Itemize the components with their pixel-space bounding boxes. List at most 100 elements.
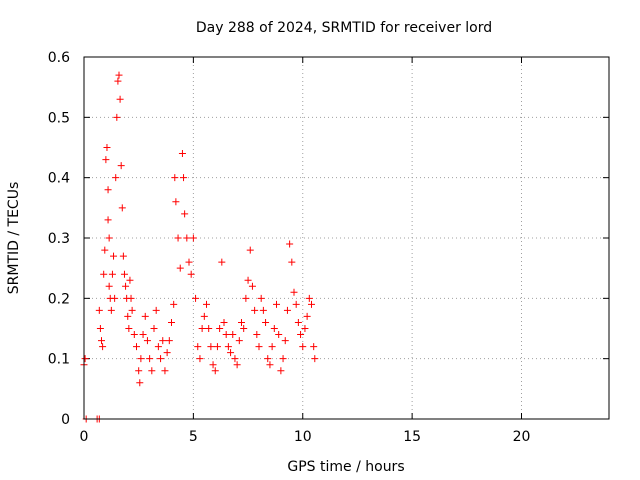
data-point (165, 337, 173, 345)
data-point (115, 71, 123, 79)
data-point (96, 325, 104, 332)
data-point (211, 367, 219, 375)
data-point (136, 379, 144, 387)
data-point (259, 306, 267, 314)
data-point (146, 355, 154, 363)
data-point (244, 276, 252, 284)
data-point (157, 355, 165, 363)
data-point (125, 325, 133, 332)
data-point (105, 234, 113, 242)
data-point (133, 343, 140, 351)
data-point (264, 355, 272, 363)
x-tick-label: 15 (403, 429, 421, 445)
data-point (281, 337, 289, 345)
data-point (277, 367, 285, 375)
data-point (124, 312, 132, 320)
data-point (170, 300, 178, 308)
data-point (235, 337, 243, 345)
data-point (148, 367, 156, 375)
data-point (152, 306, 160, 314)
data-point (257, 294, 265, 302)
data-point (231, 355, 239, 363)
data-point (220, 318, 228, 326)
data-point (108, 270, 116, 278)
data-point (176, 264, 184, 272)
data-point (268, 343, 276, 351)
data-point (114, 77, 122, 85)
data-point (118, 204, 126, 212)
data-point (242, 294, 250, 302)
data-point (174, 234, 182, 242)
data-point (122, 282, 130, 290)
data-point (154, 343, 162, 351)
data-point (107, 306, 115, 314)
data-point (229, 331, 237, 339)
y-tick-label: 0.4 (48, 171, 70, 187)
data-point (110, 252, 118, 260)
data-point (187, 270, 195, 278)
data-point (198, 325, 206, 332)
data-point (299, 343, 307, 351)
data-point (292, 300, 300, 308)
data-point (172, 198, 180, 206)
data-point (104, 216, 112, 224)
data-point (159, 337, 167, 345)
data-point (117, 162, 125, 170)
x-tick-label: 10 (294, 429, 312, 445)
data-point (286, 240, 294, 248)
data-point (120, 270, 128, 278)
data-point (203, 300, 210, 308)
data-point (103, 144, 111, 151)
y-tick-label: 0.5 (48, 110, 70, 126)
data-point (227, 349, 235, 357)
data-point (111, 294, 119, 302)
data-point (222, 331, 230, 339)
data-point (275, 331, 283, 339)
data-point (303, 312, 311, 320)
data-point (181, 210, 189, 218)
data-point (194, 343, 202, 351)
x-tick-label: 0 (80, 429, 89, 445)
data-point (294, 318, 302, 326)
data-point (95, 306, 103, 314)
data-point (192, 294, 200, 302)
tick-labels: 0 0.1 0.2 0.3 0.4 0.5 0.6 0 5 10 15 20 (48, 50, 531, 445)
data-point (200, 312, 208, 320)
grid (84, 57, 609, 419)
data-point (209, 361, 217, 369)
data-point (101, 246, 109, 254)
data-point (185, 258, 193, 266)
data-point (310, 343, 318, 351)
x-tick-label: 5 (189, 429, 198, 445)
data-point (301, 325, 309, 332)
data-point (126, 276, 134, 284)
data-point (308, 300, 315, 308)
data-point (218, 258, 226, 266)
data-point (305, 294, 313, 302)
data-point (139, 331, 147, 339)
data-point (113, 113, 121, 121)
chart-title: Day 288 of 2024, SRMTID for receiver lor… (196, 20, 492, 36)
data-point (248, 282, 256, 290)
data-point (290, 288, 298, 296)
data-point (171, 174, 179, 182)
data-point (253, 331, 261, 339)
data-point (205, 325, 213, 332)
data-point (255, 343, 263, 351)
data-point (273, 300, 280, 308)
data-point (178, 150, 186, 158)
data-point (283, 306, 291, 314)
data-point (102, 156, 110, 164)
y-tick-label: 0.1 (48, 352, 70, 368)
y-tick-label: 0.2 (48, 291, 70, 307)
data-point (183, 234, 191, 242)
y-tick-label: 0.3 (48, 231, 70, 247)
data-point (213, 343, 221, 351)
data-point (161, 367, 169, 375)
data-point (141, 312, 149, 320)
data-point (251, 306, 259, 314)
data-point (279, 355, 287, 363)
y-tick-label: 0 (61, 412, 70, 428)
data-point (180, 174, 188, 182)
data-points (80, 71, 319, 423)
